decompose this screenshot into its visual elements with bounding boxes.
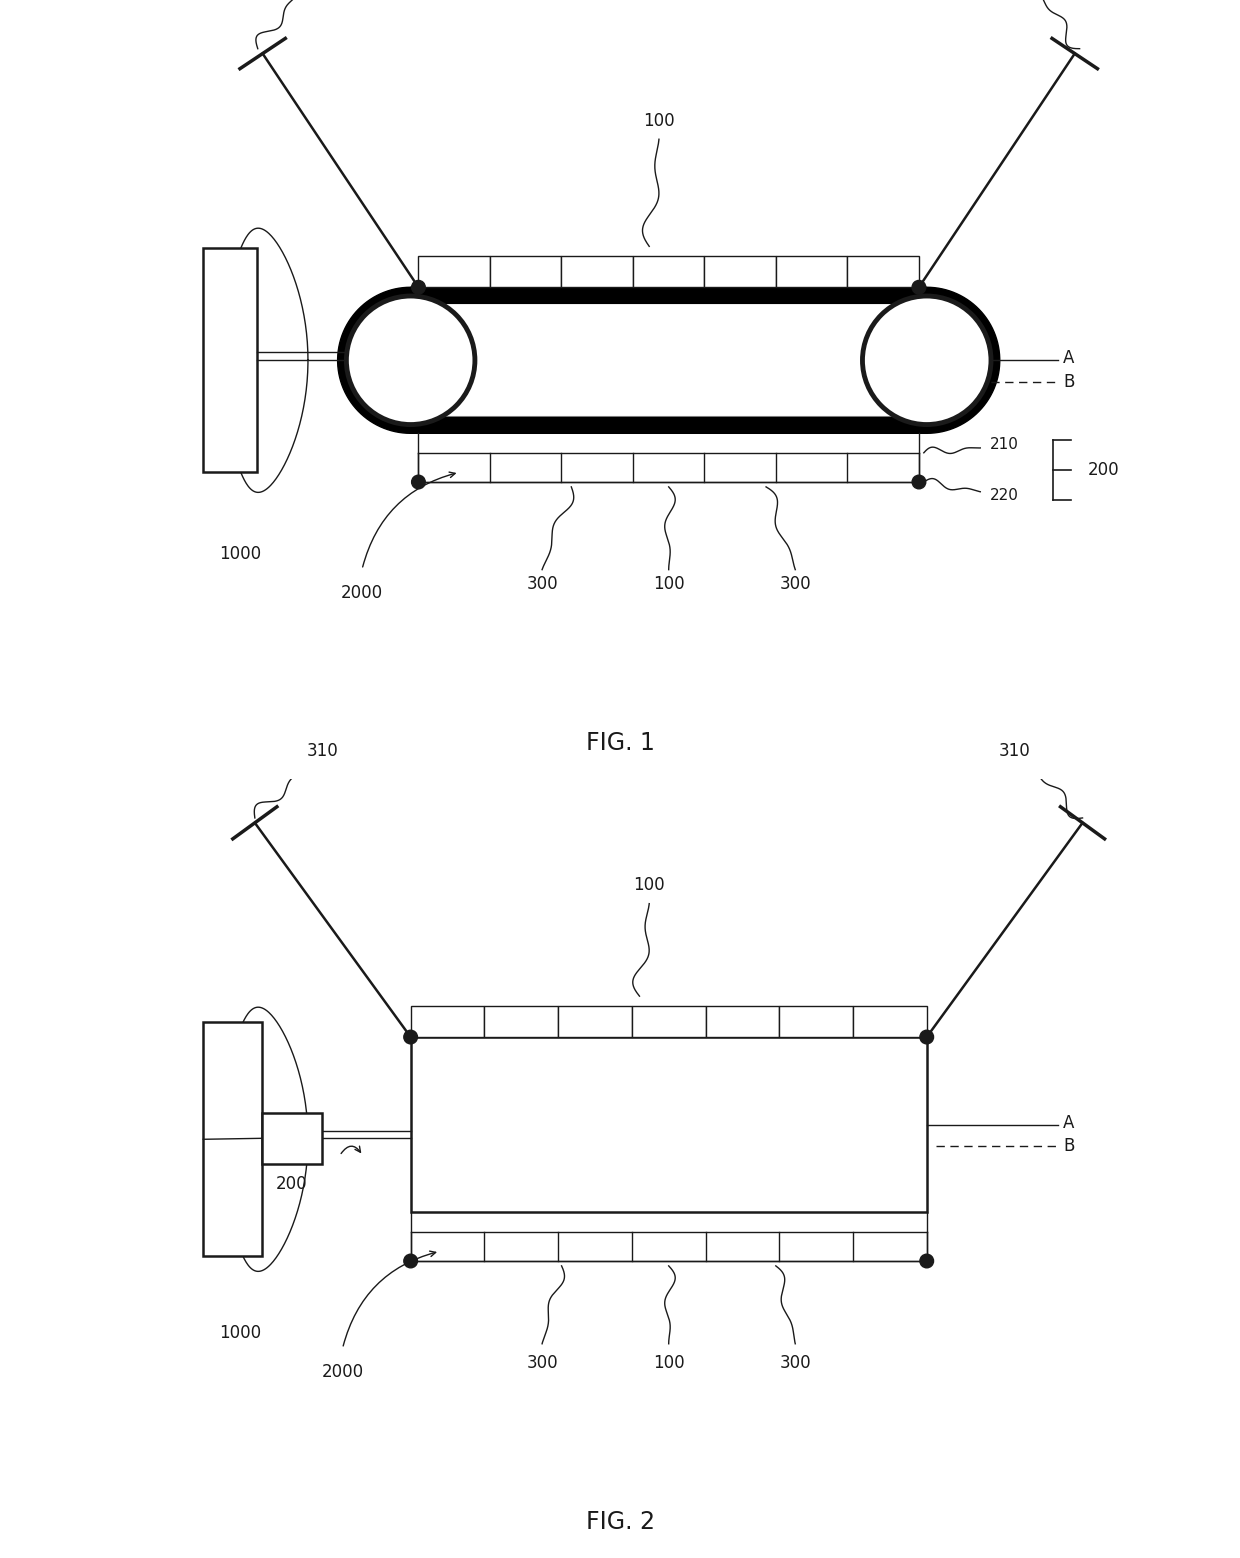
Text: 310: 310 (998, 742, 1030, 760)
Text: 2000: 2000 (341, 584, 383, 603)
Circle shape (920, 1254, 934, 1268)
Bar (853, 1006, 926, 1038)
Text: 210: 210 (990, 436, 1019, 452)
Bar (203, 1022, 262, 1256)
Circle shape (404, 1254, 418, 1268)
Circle shape (404, 1030, 418, 1044)
Circle shape (913, 475, 926, 489)
Text: B: B (1063, 372, 1074, 391)
Text: 1000: 1000 (219, 545, 262, 564)
Bar (706, 1006, 779, 1038)
Text: 300: 300 (780, 575, 811, 592)
Bar (485, 1006, 558, 1038)
Bar (490, 256, 562, 287)
Text: 1000: 1000 (219, 1324, 262, 1343)
Circle shape (913, 280, 926, 294)
Bar (410, 1038, 926, 1212)
Bar (847, 256, 919, 287)
Bar (632, 1006, 706, 1038)
Bar (203, 248, 257, 472)
Bar (558, 1006, 632, 1038)
Bar (562, 256, 632, 287)
Text: 2000: 2000 (321, 1363, 363, 1382)
Text: 100: 100 (634, 876, 665, 894)
Text: 100: 100 (653, 1354, 684, 1371)
Circle shape (412, 280, 425, 294)
Text: 300: 300 (526, 575, 558, 592)
Text: 100: 100 (644, 112, 675, 129)
Bar (262, 1112, 322, 1164)
Bar (410, 1006, 485, 1038)
Circle shape (412, 475, 425, 489)
Bar (418, 256, 490, 287)
Bar (776, 256, 847, 287)
Circle shape (346, 296, 475, 424)
Bar (632, 256, 704, 287)
Text: 300: 300 (526, 1354, 558, 1371)
Text: 100: 100 (653, 575, 684, 592)
Text: FIG. 1: FIG. 1 (585, 731, 655, 754)
Text: A: A (1063, 349, 1074, 368)
Text: 300: 300 (780, 1354, 811, 1371)
Text: 200: 200 (1087, 461, 1118, 478)
Text: A: A (1063, 1114, 1074, 1131)
Text: FIG. 2: FIG. 2 (585, 1510, 655, 1533)
Circle shape (863, 296, 991, 424)
Bar (704, 256, 776, 287)
Bar (779, 1006, 853, 1038)
Polygon shape (337, 287, 999, 433)
Text: 310: 310 (308, 742, 339, 760)
Circle shape (920, 1030, 934, 1044)
Text: 200: 200 (277, 1175, 308, 1193)
Text: B: B (1063, 1137, 1074, 1154)
Text: 220: 220 (990, 488, 1019, 503)
Polygon shape (355, 305, 982, 416)
